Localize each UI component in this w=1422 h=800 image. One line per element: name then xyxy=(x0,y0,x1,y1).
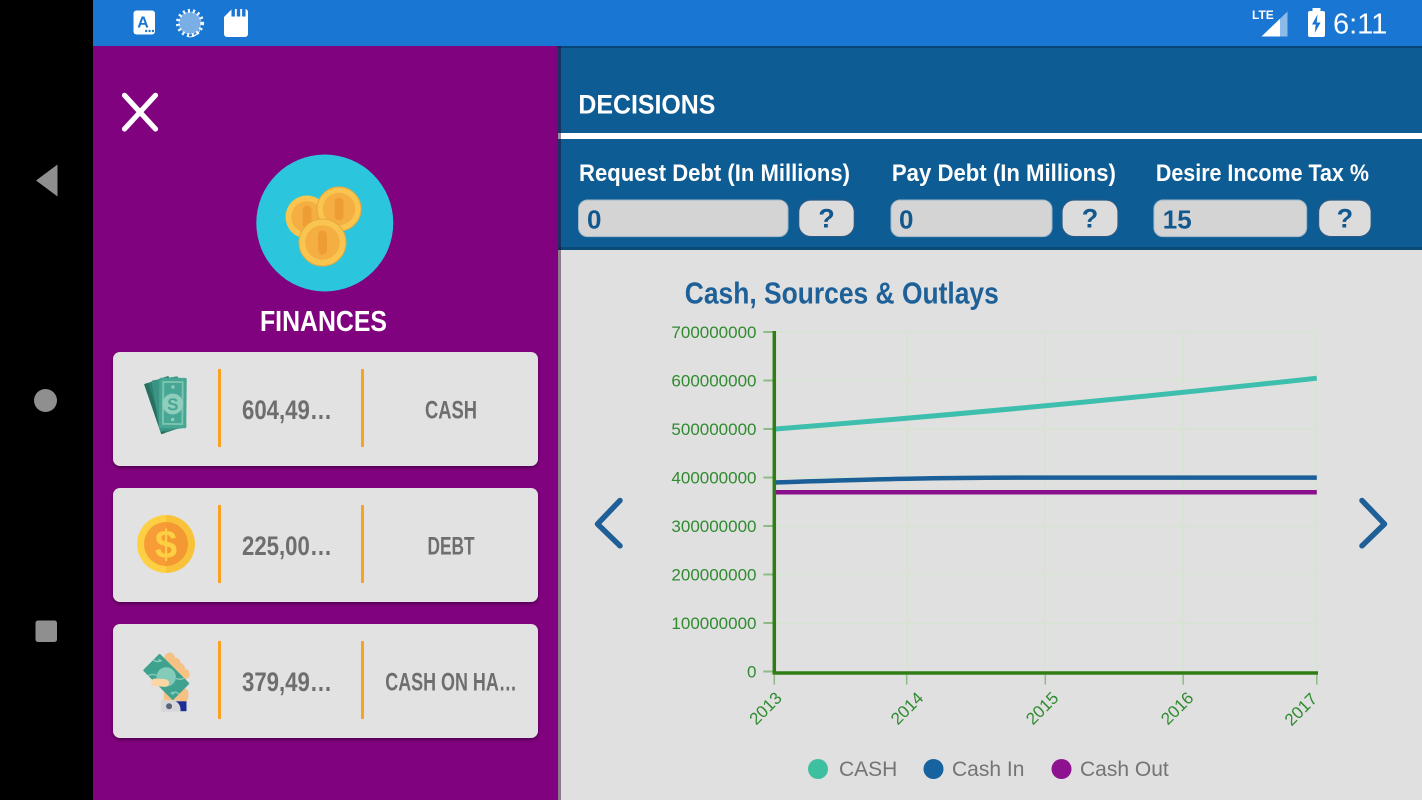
svg-text:200000000: 200000000 xyxy=(671,566,756,585)
svg-text:500000000: 500000000 xyxy=(671,420,756,439)
svg-text:CASH: CASH xyxy=(425,397,477,425)
svg-text:?: ? xyxy=(818,203,835,233)
svg-text:$: $ xyxy=(155,523,177,567)
svg-text:Cash Out: Cash Out xyxy=(1080,758,1169,781)
svg-text:100000000: 100000000 xyxy=(671,614,756,633)
svg-text:2017: 2017 xyxy=(1281,689,1321,729)
svg-text:604,49…: 604,49… xyxy=(242,395,332,425)
svg-text:700000000: 700000000 xyxy=(671,323,756,342)
svg-text:Desire Income Tax %: Desire Income Tax % xyxy=(1156,160,1369,187)
svg-text:2013: 2013 xyxy=(746,688,786,728)
svg-text:DECISIONS: DECISIONS xyxy=(578,89,715,119)
svg-text:2015: 2015 xyxy=(1022,688,1062,728)
svg-text:Cash In: Cash In xyxy=(952,758,1024,781)
svg-text:FINANCES: FINANCES xyxy=(260,306,387,338)
svg-text:225,00…: 225,00… xyxy=(242,531,332,561)
svg-text:6:11: 6:11 xyxy=(1333,9,1387,41)
svg-text:0: 0 xyxy=(587,205,601,235)
svg-text:?: ? xyxy=(1082,203,1099,233)
svg-text:CASH ON HA…: CASH ON HA… xyxy=(385,669,517,697)
svg-text:400000000: 400000000 xyxy=(671,469,756,488)
svg-text:0: 0 xyxy=(747,663,756,682)
svg-text:Pay Debt (In Millions): Pay Debt (In Millions) xyxy=(892,160,1116,187)
svg-text:LTE: LTE xyxy=(1252,8,1274,22)
svg-text:379,49…: 379,49… xyxy=(242,667,332,697)
svg-text:CASH: CASH xyxy=(839,758,897,781)
svg-text:?: ? xyxy=(1337,203,1354,233)
svg-text:0: 0 xyxy=(899,205,913,235)
svg-text:DEBT: DEBT xyxy=(428,533,475,561)
svg-text:A: A xyxy=(137,15,149,32)
svg-text:S: S xyxy=(167,395,179,414)
svg-text:2014: 2014 xyxy=(887,688,927,728)
svg-text:600000000: 600000000 xyxy=(671,372,756,391)
svg-text:15: 15 xyxy=(1163,205,1192,235)
svg-text:Cash, Sources & Outlays: Cash, Sources & Outlays xyxy=(685,276,999,311)
svg-text:2016: 2016 xyxy=(1157,688,1197,728)
svg-text:300000000: 300000000 xyxy=(671,517,756,536)
svg-text:Request Debt (In Millions): Request Debt (In Millions) xyxy=(579,160,850,187)
